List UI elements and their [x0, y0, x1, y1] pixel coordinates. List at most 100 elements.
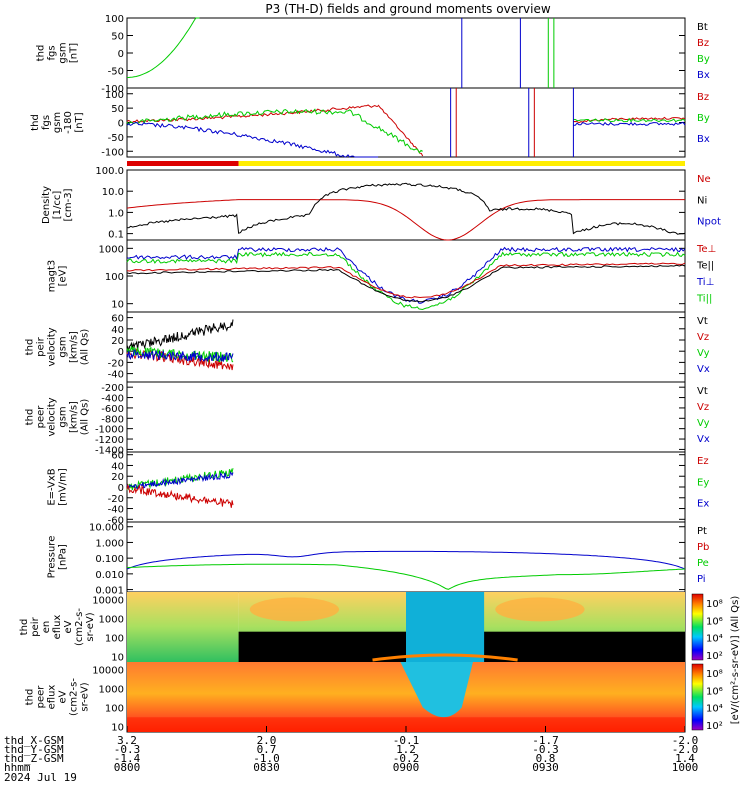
legend-5-1: Vz: [697, 402, 709, 413]
spec-ion-hot-left: [249, 597, 340, 622]
colorbar-8: [691, 593, 704, 661]
x-tick-X: 3.2: [117, 734, 137, 747]
panel-1-ytick-label: 50: [111, 104, 124, 115]
panel-4-ylabel: thd: [25, 339, 36, 356]
panel-1-ylabel: gsm: [52, 112, 63, 133]
panel-5-ytick-label: -1200: [95, 435, 124, 446]
panel-2-ylabel: [1/cc]: [52, 191, 63, 220]
panel-5-ylabel: [km/s]: [69, 401, 80, 433]
legend-6-2: Ex: [697, 499, 709, 510]
panel-9-ytick-label: 100: [105, 703, 124, 714]
panel-5-ylabel: peer: [36, 405, 47, 429]
panel-2-ytick-label: 10.0: [102, 187, 124, 198]
colorbar-9-tick: 10⁶: [706, 686, 723, 697]
panel-8-ytick-label: 1000: [99, 614, 124, 625]
panel-1-ylabel: -180: [63, 111, 74, 134]
spec-ion-arc: [372, 653, 518, 662]
panel-1-ylabel: thd: [30, 114, 41, 131]
panel-3-ylabel: magt3: [47, 260, 58, 293]
panel-7-ylabel: [nPa]: [58, 544, 69, 570]
panel-4-ytick-label: 0: [118, 347, 124, 358]
density-ne: [126, 199, 685, 241]
bfield180-bz-drop: [377, 104, 424, 157]
panel-2-ytick-label: 100.0: [95, 166, 124, 177]
x-tick-Z: -0.2: [393, 752, 420, 765]
x-tick-time: 0930: [532, 761, 559, 774]
panel-0-ytick-label: 0: [118, 49, 124, 60]
x-tick-Z: -1.0: [253, 752, 280, 765]
legend-2-1: Ni: [697, 195, 707, 206]
panel-5-ytick-label: -600: [101, 404, 124, 415]
panel-7-ytick-label: 0.001: [95, 586, 124, 597]
panel-8-ytick-label: 100: [105, 633, 124, 644]
colorbar-8-tick: 10⁶: [706, 616, 723, 627]
x-tick-time: 0800: [114, 761, 141, 774]
x-tick-X: -0.1: [393, 734, 420, 747]
panel-0-ytick-label: 50: [111, 32, 124, 43]
x-tick-Y: -0.3: [114, 743, 141, 756]
legend-1-2: Bx: [697, 134, 710, 145]
temp-te-perp: [126, 262, 686, 299]
panel-4-ytick-label: -20: [108, 358, 124, 369]
panel-0-ylabel: gsm: [58, 42, 69, 63]
panel-1-ytick-label: 0: [118, 119, 124, 130]
panel-2-ytick-label: 0.1: [108, 230, 124, 241]
efield-ex: [126, 471, 234, 490]
x-tick-Y: -0.3: [532, 743, 559, 756]
panel-8-ylabel: eflux: [52, 615, 63, 640]
legend-7-0: Pt: [697, 526, 707, 537]
panel-2-ytick-label: 1.0: [108, 208, 124, 219]
panel-6-ytick-label: 40: [111, 461, 124, 472]
temp-ti-perp: [126, 246, 686, 304]
panel-9-ylabel: eV: [58, 690, 69, 703]
panel-5-ylabel: gsm: [58, 406, 69, 427]
spec-ion-cold: [406, 592, 485, 662]
panel-2-ylabel: Density: [41, 186, 52, 224]
temp-te-par: [126, 264, 686, 303]
colorbar-9-tick: 10²: [706, 721, 723, 732]
x-tick-X: -2.0: [672, 734, 699, 747]
panel-6-ytick-label: 60: [111, 451, 124, 462]
panel-1-ytick-label: -50: [108, 133, 124, 144]
temp-ti-par: [126, 251, 686, 311]
x-tick-Z: -1.4: [114, 752, 141, 765]
x-row-label-2: thd_Z-GSM: [4, 752, 64, 765]
vel-vx: [126, 349, 234, 362]
panel-5-ytick-label: -1400: [95, 445, 124, 456]
panel-3-ylabel: [eV]: [58, 266, 69, 287]
legend-3-2: Ti⊥: [696, 277, 714, 288]
efield-ez: [126, 483, 234, 508]
panel-4-ylabel: (All Qs): [80, 329, 91, 366]
legend-3-3: Ti||: [696, 294, 712, 305]
legend-5-2: Vy: [697, 418, 710, 429]
x-row-label-3: hhmm: [4, 761, 31, 774]
x-date: 2024 Jul 19: [4, 771, 77, 784]
legend-5-3: Vx: [697, 434, 710, 445]
panel-4-ylabel: peir: [36, 336, 47, 356]
x-tick-time: 0900: [393, 761, 420, 774]
panel-7-ytick-label: 10.000: [89, 523, 124, 534]
panel-frame-1: [126, 87, 686, 158]
legend-7-2: Pe: [697, 558, 709, 569]
panel-4-ylabel: [km/s]: [69, 331, 80, 363]
panel-4-ylabel: gsm: [58, 336, 69, 357]
panel-0-ytick-label: -100: [101, 84, 124, 95]
bfield180-bx: [126, 121, 379, 158]
panel-frame-4: [126, 311, 686, 383]
spec-ion-hot-right: [495, 597, 585, 622]
panel-5-ytick-label: -400: [101, 394, 124, 405]
panel-5-ylabel: thd: [25, 409, 36, 426]
colorbar-label: [eV/(cm²-s-sr-eV)] (All Qs): [730, 596, 741, 725]
panel-5-ylabel: velocity: [47, 397, 58, 436]
panel-9-ylabel: thd: [25, 689, 36, 706]
x-row-label-1: thd_Y-GSM: [4, 743, 64, 756]
panel-9-ylabel: peer: [36, 685, 47, 709]
panel-3-ytick-label: 1000: [99, 244, 124, 255]
panel-7-ytick-label: 1.000: [95, 538, 124, 549]
panel-6-ytick-label: 0: [118, 483, 124, 494]
panel-8-ylabel: en: [41, 621, 52, 634]
legend-6-1: Ey: [697, 477, 709, 488]
panel-4-ytick-label: 60: [111, 314, 124, 325]
